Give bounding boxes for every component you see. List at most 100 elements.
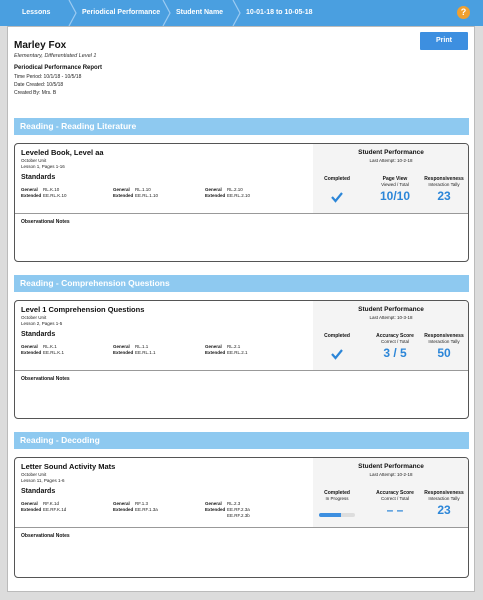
notes-label: Observational Notes [21, 376, 70, 382]
standard-extended: EE.RL.K.10 [43, 193, 67, 198]
student-subtitle: Elementary, Differentiated Level 1 [14, 53, 97, 59]
last-attempt: Last Attempt: 10-3-18 [369, 315, 413, 320]
metric-value: 10/10 [379, 189, 411, 203]
metric-label: Completed [324, 490, 350, 496]
activity-card: Letter Sound Activity Mats October Unit Le… [14, 457, 469, 578]
activity-lesson: Lesson 1, Pages 1-16 [21, 164, 65, 169]
standards-label: Standards [21, 174, 56, 181]
metric-sublabel: Correct / Total [381, 496, 409, 501]
breadcrumb[interactable]: 10-01-18 to 10-05-18 [246, 9, 313, 16]
standard-general: RL.2.10 [227, 187, 243, 192]
metric-label: Completed [324, 333, 350, 339]
breadcrumb-separator [68, 0, 77, 26]
performance-panel: Student Performance Last Attempt: 10-2-18… [313, 144, 468, 213]
report-title: Periodical Performance Report [14, 65, 103, 71]
standard-extended: EE.RF.1.3a [135, 507, 158, 512]
standard-general: RL.1.1 [135, 344, 149, 349]
standard-extended: EE.RF.2.3a [227, 507, 250, 512]
standard-extended-label: Extended [113, 350, 134, 355]
activity-lesson: Lesson 2, Pages 1-5 [21, 321, 63, 326]
breadcrumb[interactable]: Student Name [176, 9, 224, 16]
date-created: Date Created: 10/5/18 [14, 82, 64, 88]
created-by: Created By: Mrs. B [14, 90, 57, 96]
section-header: Reading - Reading Literature [14, 118, 469, 135]
metric-label: Responsiveness [424, 176, 464, 182]
last-attempt: Last Attempt: 10-2-18 [369, 472, 413, 477]
last-attempt: Last Attempt: 10-2-18 [369, 158, 413, 163]
standard-general-label: General [113, 501, 130, 506]
metric-value: 50 [437, 346, 451, 360]
progress-track [319, 513, 355, 517]
performance-panel: Student Performance Last Attempt: 10-2-18… [313, 458, 468, 527]
metric-sublabel: In Progress [325, 496, 349, 501]
metric-label: Responsiveness [424, 490, 464, 496]
standard-extended-label: Extended [21, 507, 42, 512]
standard-extended-label: Extended [205, 193, 226, 198]
check-icon [331, 349, 343, 360]
performance-title: Student Performance [358, 463, 424, 470]
activity-card: Level 1 Comprehension Questions October U… [14, 300, 469, 419]
standard-general: RL.K.1 [43, 344, 57, 349]
activity-title: Letter Sound Activity Mats [21, 462, 116, 471]
standard-general: RF.K.1d [43, 501, 60, 506]
standard-general: RL.1.10 [135, 187, 151, 192]
activity-unit: October Unit [21, 472, 47, 477]
activity-unit: October Unit [21, 158, 47, 163]
divider [15, 213, 468, 214]
progress-bar [319, 513, 341, 517]
divider [15, 527, 468, 528]
breadcrumb-bar: Lessons Periodical Performance Student Nam… [0, 0, 483, 26]
standard-general-label: General [21, 344, 38, 349]
performance-panel: Student Performance Last Attempt: 10-3-18… [313, 301, 468, 370]
breadcrumb-separator [162, 0, 171, 26]
activity-title: Leveled Book, Level aa [21, 148, 104, 157]
standard-general: RL.2.3 [227, 501, 241, 506]
standard-general: RL.K.10 [43, 187, 60, 192]
standard-extended-label: Extended [113, 507, 134, 512]
performance-title: Student Performance [358, 149, 424, 156]
activity-title: Level 1 Comprehension Questions [21, 305, 145, 314]
student-name: Marley Fox [14, 40, 67, 51]
section-header: Reading - Comprehension Questions [14, 275, 469, 292]
divider [15, 370, 468, 371]
standard-extended: EE.RL.2.10 [227, 193, 251, 198]
activity-unit: October Unit [21, 315, 47, 320]
standard-extended-label: Extended [113, 193, 134, 198]
standard-general: RF.1.3 [135, 501, 149, 506]
standard-general-label: General [113, 187, 130, 192]
standard-general-label: General [113, 344, 130, 349]
metric-value: 3 / 5 [383, 346, 407, 360]
standard-extended-label: Extended [21, 350, 42, 355]
standard-general-label: General [205, 344, 222, 349]
breadcrumb[interactable]: Lessons [22, 9, 51, 16]
metric-label: Page View [382, 176, 408, 182]
metric-value: 23 [437, 189, 451, 203]
activity-lesson: Lesson 11, Pages 1-6 [21, 478, 65, 483]
standard-extended: EE.RL.1.10 [135, 193, 159, 198]
standard-extended-label: Extended [21, 193, 42, 198]
standard-extended: EE.RL.K.1 [43, 350, 65, 355]
metric-sublabel: Correct / Total [381, 339, 409, 344]
standard-extended: EE.RF.2.3b [227, 513, 250, 518]
section-header: Reading - Decoding [14, 432, 469, 449]
metric-value: – – [386, 503, 404, 517]
print-button[interactable]: Print [420, 32, 468, 50]
performance-title: Student Performance [358, 306, 424, 313]
metric-sublabel: Viewed / Total [381, 182, 409, 187]
time-period: Time Period: 10/1/18 - 10/5/18 [14, 74, 82, 80]
breadcrumb[interactable]: Periodical Performance [82, 9, 161, 16]
metric-value: 23 [437, 503, 451, 517]
standard-general-label: General [21, 187, 38, 192]
standard-extended: EE.RL.1.1 [135, 350, 156, 355]
help-icon[interactable]: ? [457, 6, 470, 19]
metric-label: Completed [324, 176, 350, 182]
metric-label: Accuracy Score [376, 490, 414, 496]
standard-general: RL.2.1 [227, 344, 241, 349]
check-icon [331, 192, 343, 203]
standards-label: Standards [21, 331, 56, 338]
metric-label: Accuracy Score [376, 333, 414, 339]
notes-label: Observational Notes [21, 219, 70, 225]
notes-label: Observational Notes [21, 533, 70, 539]
standards-label: Standards [21, 488, 56, 495]
